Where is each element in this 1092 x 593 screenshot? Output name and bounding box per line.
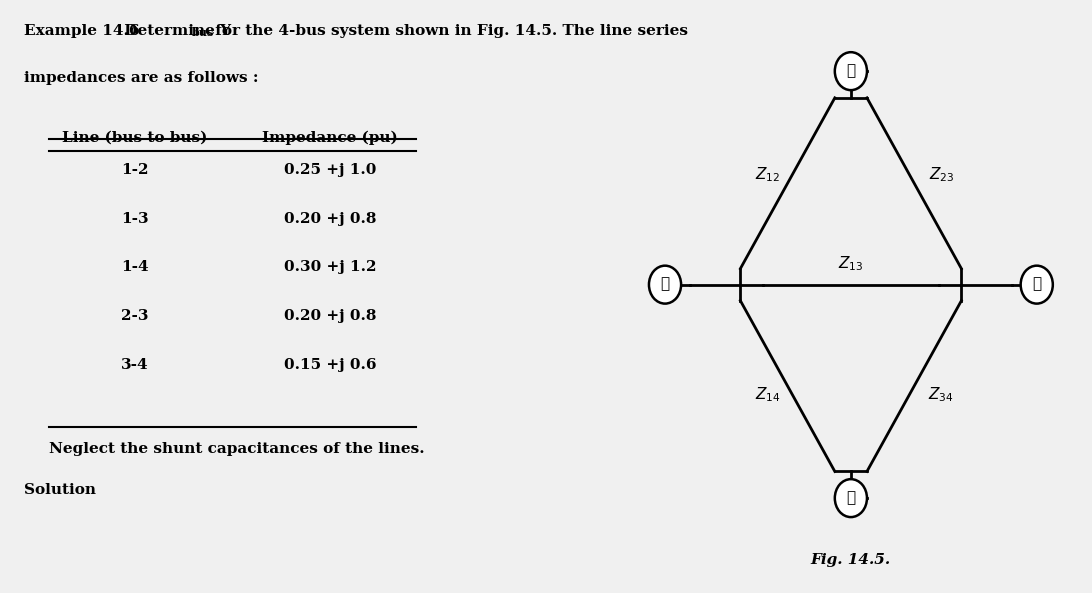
- Circle shape: [834, 52, 867, 90]
- Text: ①: ①: [661, 278, 669, 292]
- Text: Impedance (pu): Impedance (pu): [262, 130, 399, 145]
- Text: Neglect the shunt capacitances of the lines.: Neglect the shunt capacitances of the li…: [49, 442, 425, 456]
- Text: $Z_{23}$: $Z_{23}$: [928, 165, 954, 184]
- Circle shape: [834, 479, 867, 517]
- Text: 1-2: 1-2: [121, 163, 149, 177]
- Text: ③: ③: [1032, 278, 1042, 292]
- Text: $Z_{13}$: $Z_{13}$: [839, 254, 864, 273]
- Text: 0.25 +j 1.0: 0.25 +j 1.0: [284, 163, 377, 177]
- Text: ④: ④: [846, 491, 855, 505]
- Text: 2-3: 2-3: [121, 309, 149, 323]
- Text: Determine Y: Determine Y: [119, 24, 232, 38]
- Text: 1-4: 1-4: [121, 260, 149, 275]
- Text: 0.20 +j 0.8: 0.20 +j 0.8: [284, 212, 377, 226]
- Text: 0.20 +j 0.8: 0.20 +j 0.8: [284, 309, 377, 323]
- Text: for the 4-bus system shown in Fig. 14.5. The line series: for the 4-bus system shown in Fig. 14.5.…: [211, 24, 688, 38]
- Text: 1-3: 1-3: [121, 212, 149, 226]
- Text: Line (bus to bus): Line (bus to bus): [62, 130, 207, 145]
- Text: $Z_{14}$: $Z_{14}$: [756, 385, 781, 404]
- Text: bus: bus: [191, 27, 214, 38]
- Text: 0.30 +j 1.2: 0.30 +j 1.2: [284, 260, 377, 275]
- Circle shape: [1021, 266, 1053, 304]
- Text: Example 14.6: Example 14.6: [24, 24, 140, 38]
- Text: Fig. 14.5.: Fig. 14.5.: [811, 553, 891, 568]
- Text: ②: ②: [846, 64, 855, 78]
- Text: $Z_{12}$: $Z_{12}$: [756, 165, 781, 184]
- Text: impedances are as follows :: impedances are as follows :: [24, 71, 259, 85]
- Text: 0.15 +j 0.6: 0.15 +j 0.6: [284, 358, 377, 372]
- Text: Solution: Solution: [24, 483, 96, 498]
- Circle shape: [649, 266, 681, 304]
- Text: 3-4: 3-4: [121, 358, 149, 372]
- Text: $Z_{34}$: $Z_{34}$: [928, 385, 954, 404]
